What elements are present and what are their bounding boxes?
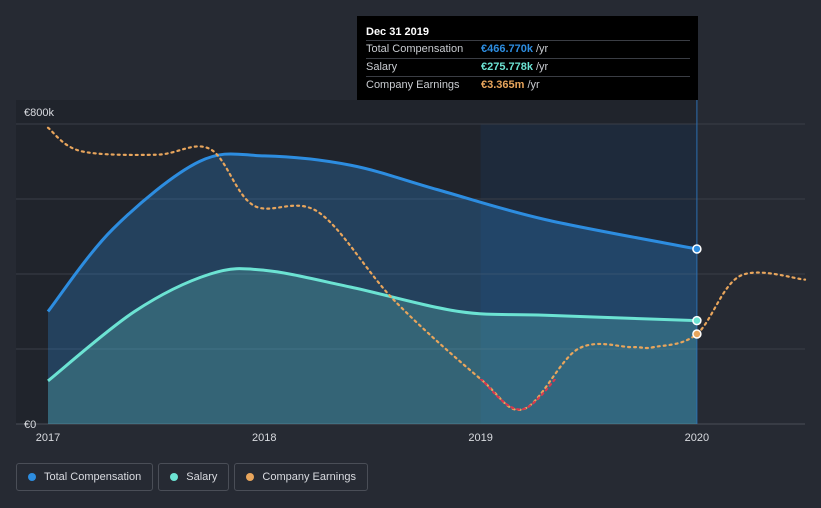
tooltip-unit: /yr bbox=[536, 43, 549, 55]
y-tick-label: €800k bbox=[24, 107, 54, 119]
tooltip-row-salary: Salary €275.778k /yr bbox=[366, 58, 690, 76]
legend-dot-icon bbox=[170, 473, 179, 481]
legend-label: Company Earnings bbox=[262, 471, 356, 483]
x-tick-label: 2017 bbox=[36, 432, 60, 444]
legend-dot-icon bbox=[246, 473, 255, 481]
tooltip-date: Dec 31 2019 bbox=[366, 26, 429, 38]
x-tick-label: 2018 bbox=[252, 432, 276, 444]
company-earnings-low-segment bbox=[479, 379, 557, 411]
y-tick-label: €0 bbox=[24, 419, 36, 431]
legend-item-company-earnings[interactable]: Company Earnings bbox=[234, 463, 368, 491]
legend-item-total-compensation[interactable]: Total Compensation bbox=[16, 463, 154, 491]
tooltip-value: €275.778k bbox=[481, 61, 533, 73]
tooltip-row-earnings: Company Earnings €3.365m /yr bbox=[366, 76, 690, 94]
x-tick-label: 2020 bbox=[685, 432, 709, 444]
company-earnings-point bbox=[692, 329, 702, 339]
tooltip-label: Salary bbox=[366, 61, 398, 73]
x-tick-label: 2019 bbox=[468, 432, 492, 444]
tooltip-label: Total Compensation bbox=[366, 43, 464, 55]
legend: Total Compensation Salary Company Earnin… bbox=[16, 463, 373, 491]
compensation-chart: €0 €800k 2017 2018 2019 2020 bbox=[16, 100, 807, 444]
legend-item-salary[interactable]: Salary bbox=[158, 463, 230, 491]
legend-label: Total Compensation bbox=[44, 471, 142, 483]
salary-line bbox=[47, 267, 697, 383]
salary-area bbox=[48, 268, 697, 424]
tooltip-label: Company Earnings bbox=[366, 79, 460, 91]
legend-dot-icon bbox=[28, 473, 36, 481]
legend-label: Salary bbox=[186, 471, 218, 483]
total-compensation-line bbox=[46, 152, 698, 313]
tooltip: Dec 31 2019 Total Compensation €466.770k… bbox=[357, 16, 698, 100]
tooltip-value: €3.365m bbox=[481, 79, 525, 91]
tooltip-unit: /yr bbox=[536, 61, 549, 73]
total-compensation-point bbox=[692, 244, 702, 254]
tooltip-unit: /yr bbox=[527, 79, 540, 91]
company-earnings-line bbox=[46, 126, 807, 411]
total-compensation-area bbox=[48, 153, 697, 424]
tooltip-row-total: Total Compensation €466.770k /yr bbox=[366, 40, 690, 58]
tooltip-value: €466.770k bbox=[481, 43, 533, 55]
salary-point bbox=[692, 315, 702, 326]
